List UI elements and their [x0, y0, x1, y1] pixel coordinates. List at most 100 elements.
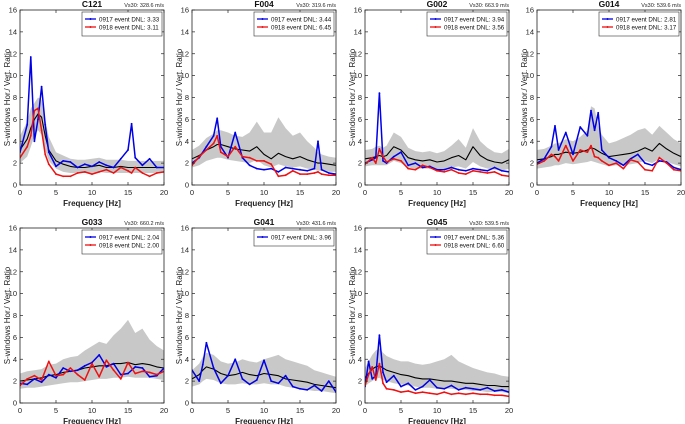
data-point: [91, 362, 93, 365]
data-point: [313, 384, 316, 387]
data-point: [665, 162, 668, 165]
legend-entry: 0917 event DNL: 3.96: [271, 234, 332, 241]
data-point: [493, 390, 496, 392]
data-point: [428, 379, 431, 381]
data-point: [37, 107, 39, 110]
data-point: [400, 151, 402, 154]
data-point: [69, 370, 72, 373]
x-tick-label: 5: [226, 406, 230, 415]
data-point: [105, 366, 108, 368]
vs30-label: Vs30: 539.5 m/s: [469, 221, 509, 227]
data-point: [112, 166, 115, 169]
reference-line: [20, 361, 164, 382]
data-point: [234, 131, 237, 134]
data-point: [270, 167, 273, 170]
data-point: [629, 158, 632, 161]
series-0917-line: [365, 334, 509, 393]
data-point: [600, 149, 603, 151]
data-point: [91, 173, 93, 176]
data-point: [590, 109, 592, 112]
data-point: [472, 167, 474, 170]
data-point: [306, 389, 309, 391]
data-point: [436, 386, 438, 389]
legend-entry: 0917 event DNL: 5.36: [444, 234, 505, 241]
y-tick-label: 2: [185, 159, 189, 168]
data-point: [597, 156, 600, 159]
legend-entry: 0917 event DNL: 2.04: [99, 234, 160, 241]
x-tick-label: 5: [54, 406, 58, 415]
data-point: [26, 378, 29, 380]
y-tick-label: 10: [9, 289, 17, 298]
y-tick-label: 4: [13, 355, 17, 364]
legend-entry: 0918 event DNL: 3.17: [616, 24, 677, 31]
data-point: [472, 169, 474, 172]
y-axis-label: S-windows Hor./ Vert. Ratio: [520, 48, 529, 146]
data-point: [385, 387, 388, 390]
legend-box: [81, 11, 163, 37]
data-point: [284, 374, 287, 377]
data-point: [134, 156, 137, 159]
legend-marker: [261, 26, 264, 28]
data-point: [443, 391, 446, 393]
data-point: [219, 151, 222, 154]
y-axis-label: S-windows Hor./ Vert. Ratio: [3, 266, 12, 364]
x-tick-label: 10: [433, 188, 441, 197]
data-point: [586, 134, 589, 137]
data-point: [205, 149, 208, 151]
data-point: [500, 394, 503, 397]
legend-marker: [434, 18, 437, 20]
data-point: [392, 374, 395, 377]
data-point: [112, 172, 115, 174]
data-point: [198, 380, 201, 382]
data-point: [472, 392, 474, 395]
data-point: [112, 369, 115, 372]
data-point: [407, 382, 410, 385]
data-point: [414, 392, 417, 395]
panel-title: G041: [254, 217, 275, 227]
data-point: [651, 169, 654, 172]
data-point: [457, 389, 460, 391]
x-tick-label: 20: [677, 188, 685, 197]
data-point: [450, 168, 453, 171]
data-point: [378, 92, 381, 94]
data-point: [248, 156, 251, 159]
y-tick-label: 6: [185, 333, 189, 342]
data-point: [291, 169, 294, 172]
legend: 0917 event DNL: 3.96: [253, 229, 335, 247]
data-point: [29, 134, 32, 137]
data-point: [83, 171, 86, 173]
data-point: [76, 369, 79, 372]
data-point: [134, 166, 137, 169]
y-tick-label: 16: [181, 224, 189, 233]
legend-entry: 0918 event DNL: 6.60: [444, 242, 505, 249]
data-point: [119, 373, 122, 376]
x-tick-label: 20: [505, 406, 513, 415]
data-point: [76, 166, 79, 169]
data-point: [658, 160, 661, 162]
data-point: [284, 166, 287, 169]
data-point: [622, 164, 625, 167]
x-tick-label: 0: [535, 188, 539, 197]
legend-entry: 0917 event DNL: 3.44: [271, 16, 332, 23]
data-point: [55, 374, 57, 377]
data-point: [593, 129, 596, 132]
panel-title: G033: [82, 217, 103, 227]
data-point: [234, 358, 237, 361]
data-point: [392, 157, 395, 160]
data-point: [378, 334, 381, 337]
y-tick-label: 8: [185, 93, 189, 102]
y-tick-label: 4: [530, 137, 534, 146]
data-point: [127, 361, 129, 364]
data-point: [98, 354, 101, 356]
data-point: [400, 160, 402, 162]
panel-title: G045: [427, 217, 448, 227]
y-tick-label: 6: [358, 115, 362, 124]
data-point: [586, 151, 589, 154]
legend-entry: 0918 event DNL: 6.45: [271, 24, 332, 31]
data-point: [407, 167, 410, 170]
data-point: [593, 155, 596, 158]
